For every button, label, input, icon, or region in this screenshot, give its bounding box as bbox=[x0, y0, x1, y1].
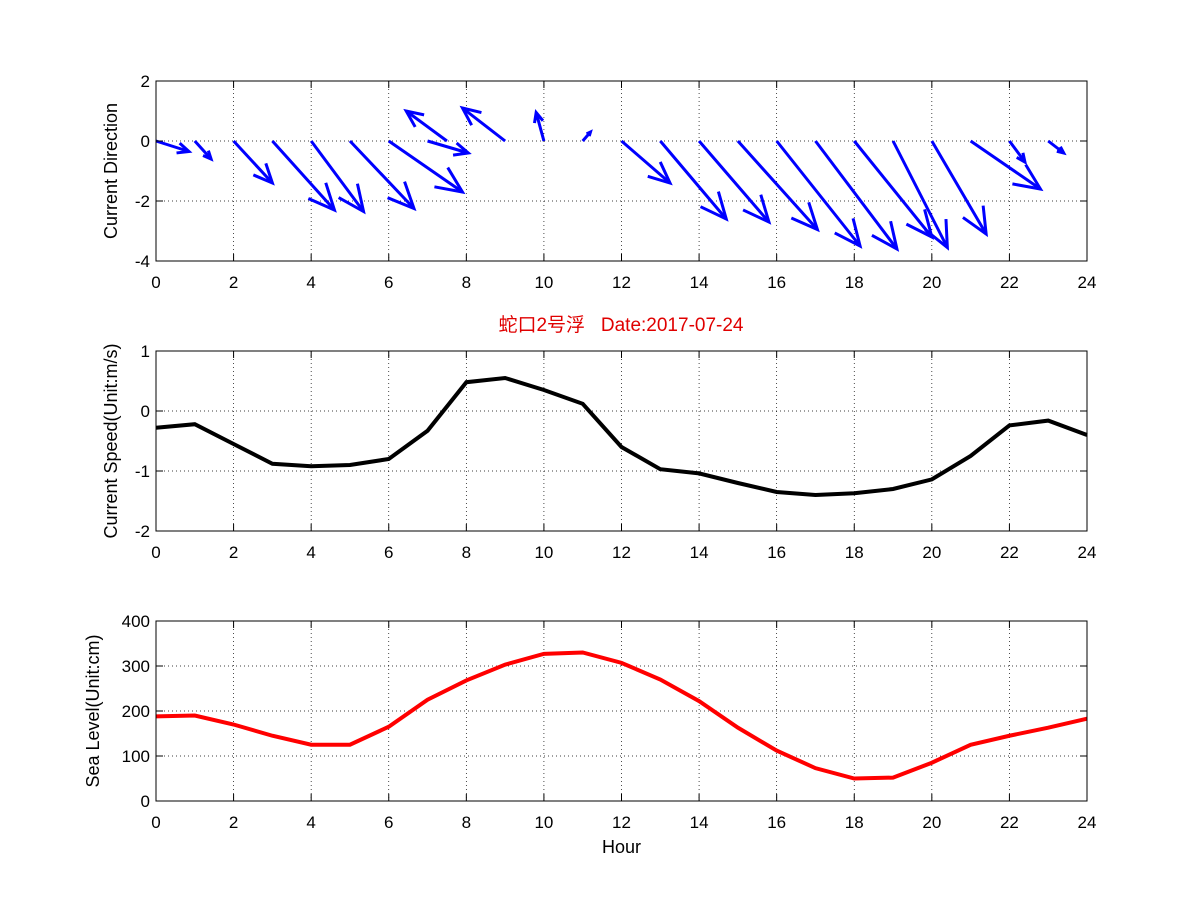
y-axis-label: Current Direction bbox=[101, 103, 121, 239]
current-arrow bbox=[1008, 140, 1028, 165]
x-tick-label: 24 bbox=[1078, 543, 1097, 562]
y-tick-label: -2 bbox=[135, 522, 150, 541]
current-arrow bbox=[659, 140, 729, 222]
x-tick-label: 16 bbox=[767, 543, 786, 562]
current-arrow bbox=[581, 129, 593, 142]
current-arrow bbox=[387, 139, 466, 195]
quiver-arrows bbox=[155, 105, 1067, 252]
current-arrow bbox=[891, 140, 950, 251]
x-tick-label: 22 bbox=[1000, 813, 1019, 832]
y-tick-label: 200 bbox=[122, 702, 150, 721]
x-tick-label: 0 bbox=[151, 543, 160, 562]
x-tick-label: 6 bbox=[384, 273, 393, 292]
x-tick-label: 10 bbox=[534, 813, 553, 832]
x-tick-label: 12 bbox=[612, 273, 631, 292]
current-arrow bbox=[853, 140, 935, 240]
series-line bbox=[155, 650, 1088, 781]
x-tick-label: 18 bbox=[845, 813, 864, 832]
x-tick-label: 10 bbox=[534, 273, 553, 292]
x-tick-label: 14 bbox=[690, 813, 709, 832]
x-tick-label: 2 bbox=[229, 813, 238, 832]
current-arrow bbox=[155, 139, 193, 155]
y-tick-label: 300 bbox=[122, 657, 150, 676]
x-tick-label: 8 bbox=[462, 813, 471, 832]
y-tick-label: 0 bbox=[141, 402, 150, 421]
plot-area bbox=[156, 81, 1087, 261]
x-tick-label: 14 bbox=[690, 273, 709, 292]
x-tick-label: 16 bbox=[767, 273, 786, 292]
plot-area bbox=[156, 351, 1087, 531]
x-tick-label: 22 bbox=[1000, 543, 1019, 562]
y-tick-label: 0 bbox=[141, 792, 150, 811]
current-arrow bbox=[271, 139, 337, 213]
x-tick-label: 10 bbox=[534, 543, 553, 562]
y-tick-label: 100 bbox=[122, 747, 150, 766]
x-tick-label: 2 bbox=[229, 543, 238, 562]
x-tick-label: 14 bbox=[690, 543, 709, 562]
x-tick-label: 0 bbox=[151, 273, 160, 292]
current-arrow bbox=[775, 140, 863, 249]
current-arrow bbox=[459, 105, 507, 143]
x-tick-label: 24 bbox=[1078, 813, 1097, 832]
current-arrow bbox=[969, 139, 1044, 192]
x-tick-label: 20 bbox=[922, 813, 941, 832]
y-tick-label: -2 bbox=[135, 192, 150, 211]
series-line bbox=[155, 375, 1088, 498]
y-tick-label: -1 bbox=[135, 462, 150, 481]
x-tick-label: 4 bbox=[306, 543, 315, 562]
y-axis-label: Sea Level(Unit:cm) bbox=[83, 634, 103, 787]
x-tick-label: 22 bbox=[1000, 273, 1019, 292]
y-tick-label: 0 bbox=[141, 132, 150, 151]
x-tick-label: 18 bbox=[845, 543, 864, 562]
y-tick-label: -4 bbox=[135, 252, 150, 271]
current-arrow bbox=[427, 139, 472, 157]
x-tick-label: 18 bbox=[845, 273, 864, 292]
x-tick-label: 20 bbox=[922, 543, 941, 562]
x-tick-label: 4 bbox=[306, 273, 315, 292]
y-tick-label: 1 bbox=[141, 342, 150, 361]
current-arrow bbox=[403, 108, 448, 143]
x-tick-label: 24 bbox=[1078, 273, 1097, 292]
current-arrow bbox=[620, 139, 673, 186]
x-axis-label: Hour bbox=[602, 837, 641, 857]
current-arrow bbox=[1047, 139, 1067, 156]
x-tick-label: 16 bbox=[767, 813, 786, 832]
x-tick-label: 6 bbox=[384, 813, 393, 832]
current-arrow bbox=[814, 140, 900, 252]
x-tick-label: 0 bbox=[151, 813, 160, 832]
current-arrow bbox=[348, 139, 417, 212]
y-tick-label: 2 bbox=[141, 72, 150, 91]
plot-area bbox=[156, 621, 1087, 801]
x-tick-label: 8 bbox=[462, 273, 471, 292]
x-tick-label: 4 bbox=[306, 813, 315, 832]
y-tick-label: 400 bbox=[122, 612, 150, 631]
x-tick-label: 8 bbox=[462, 543, 471, 562]
current-arrow bbox=[736, 139, 820, 233]
x-tick-label: 20 bbox=[922, 273, 941, 292]
x-tick-label: 2 bbox=[229, 273, 238, 292]
current-arrow bbox=[309, 140, 366, 215]
current-arrow bbox=[533, 108, 546, 142]
figure-title: 蛇口2号浮 Date:2017-07-24 bbox=[498, 314, 743, 336]
current-arrow bbox=[232, 139, 275, 186]
y-axis-label: Current Speed(Unit:m/s) bbox=[101, 343, 121, 538]
current-arrow bbox=[697, 140, 772, 225]
current-arrow bbox=[930, 140, 988, 238]
x-tick-label: 12 bbox=[612, 813, 631, 832]
x-tick-label: 6 bbox=[384, 543, 393, 562]
x-tick-label: 12 bbox=[612, 543, 631, 562]
current-arrow bbox=[193, 139, 214, 162]
